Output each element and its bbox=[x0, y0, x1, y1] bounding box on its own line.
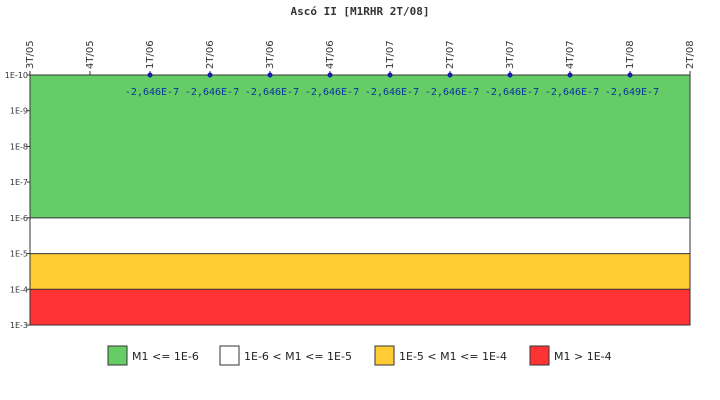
x-tick-label: 3T/06 bbox=[265, 40, 276, 69]
data-point bbox=[627, 72, 633, 78]
data-label: -2,646E-7 bbox=[125, 87, 179, 98]
x-tick-label: 2T/07 bbox=[445, 40, 456, 69]
y-gridlines bbox=[30, 217, 690, 290]
legend-swatch bbox=[219, 345, 240, 366]
legend-swatch bbox=[529, 345, 550, 366]
y-tick-label: 1E-8 bbox=[10, 142, 28, 151]
x-tick-label: 1T/08 bbox=[625, 40, 636, 69]
y-axis: 1E-10 1E-9 1E-8 1E-7 1E-6 1E-5 1E-4 1E-3 bbox=[5, 71, 30, 330]
x-tick-label: 1T/07 bbox=[385, 40, 396, 69]
data-label: -2,649E-7 bbox=[605, 87, 659, 98]
x-tick-label: 4T/05 bbox=[85, 40, 96, 69]
legend-label: 1E-5 < M1 <= 1E-4 bbox=[399, 350, 507, 363]
band-1 bbox=[30, 217, 690, 254]
y-tick-label: 1E-5 bbox=[10, 250, 28, 259]
data-point bbox=[327, 72, 333, 78]
data-point bbox=[387, 72, 393, 78]
legend-swatch bbox=[107, 345, 128, 366]
y-tick-label: 1E-9 bbox=[10, 107, 28, 116]
data-label: -2,646E-7 bbox=[485, 87, 539, 98]
data-point bbox=[267, 72, 273, 78]
data-point bbox=[147, 72, 153, 78]
data-label: -2,646E-7 bbox=[185, 87, 239, 98]
x-tick-label: 3T/05 bbox=[25, 40, 36, 69]
chart-title: Ascó II [M1RHR 2T/08] bbox=[290, 5, 429, 18]
data-label: -2,646E-7 bbox=[305, 87, 359, 98]
data-label: -2,646E-7 bbox=[425, 87, 479, 98]
data-point bbox=[447, 72, 453, 78]
band-0 bbox=[30, 75, 690, 218]
x-tick-label: 1T/06 bbox=[145, 40, 156, 69]
band-2 bbox=[30, 253, 690, 290]
data-point bbox=[567, 72, 573, 78]
legend-label: M1 > 1E-4 bbox=[554, 350, 612, 363]
data-point bbox=[507, 72, 513, 78]
data-label: -2,646E-7 bbox=[245, 87, 299, 98]
band-3 bbox=[30, 289, 690, 325]
data-label: -2,646E-7 bbox=[365, 87, 419, 98]
threshold-bands bbox=[29, 74, 691, 326]
x-tick-label: 2T/06 bbox=[205, 40, 216, 69]
legend-label: 1E-6 < M1 <= 1E-5 bbox=[244, 350, 352, 363]
y-tick-label: 1E-7 bbox=[10, 178, 28, 187]
legend-label: M1 <= 1E-6 bbox=[132, 350, 199, 363]
y-tick-label: 1E-6 bbox=[10, 214, 28, 223]
legend: M1 <= 1E-6 1E-6 < M1 <= 1E-5 1E-5 < M1 <= … bbox=[107, 345, 612, 366]
data-series: -2,646E-7 -2,646E-7 -2,646E-7 -2,646E-7 -2,6… bbox=[125, 72, 659, 98]
y-tick-label: 1E-4 bbox=[10, 285, 28, 294]
x-tick-label: 2T/08 bbox=[685, 40, 696, 69]
x-axis: 3T/05 4T/05 1T/06 2T/06 3T/06 4T/06 1T/07 2T/07… bbox=[25, 40, 696, 76]
legend-swatch bbox=[374, 345, 395, 366]
data-label: -2,646E-7 bbox=[545, 87, 599, 98]
x-tick-label: 4T/06 bbox=[325, 40, 336, 69]
y-tick-label: 1E-3 bbox=[10, 321, 28, 330]
x-tick-label: 3T/07 bbox=[505, 40, 516, 69]
y-tick-label: 1E-10 bbox=[5, 71, 28, 80]
data-point bbox=[207, 72, 213, 78]
x-tick-label: 4T/07 bbox=[565, 40, 576, 69]
